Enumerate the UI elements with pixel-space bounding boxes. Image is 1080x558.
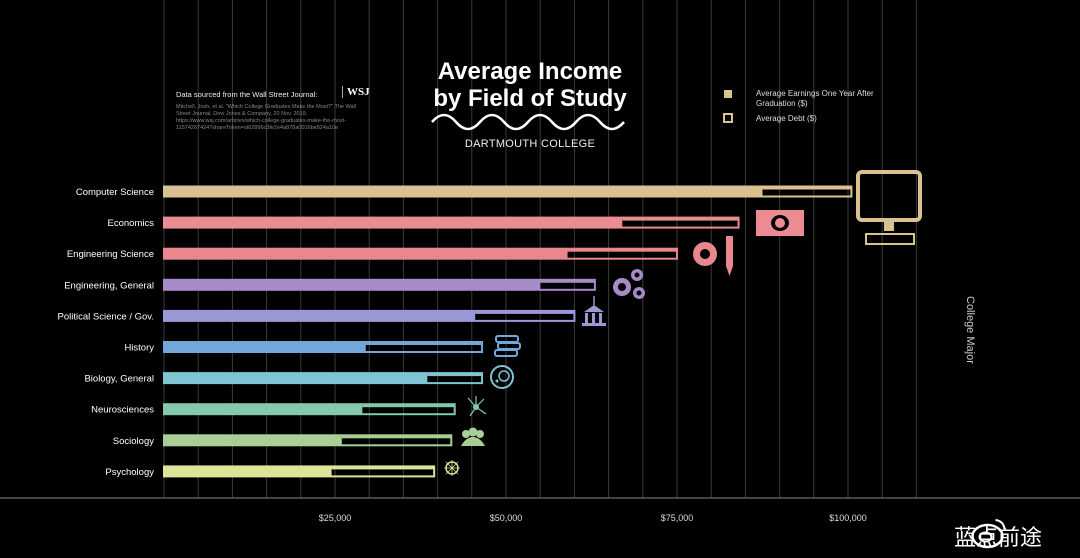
legend-debt-label: Average Debt ($) xyxy=(756,114,817,123)
debt-bar xyxy=(164,373,428,384)
title-line-2: by Field of Study xyxy=(433,85,627,112)
earnings-bar-top xyxy=(341,435,452,439)
earnings-bar-top xyxy=(427,373,483,377)
computer-icon xyxy=(856,170,922,245)
earnings-bar-top xyxy=(362,404,455,408)
weibo-icon xyxy=(971,519,1006,549)
legend-earnings-label: Average Earnings One Year After Graduati… xyxy=(756,89,874,108)
category-label: Sociology xyxy=(113,436,154,447)
wsj-logo: WSJ xyxy=(342,86,370,98)
debt-bar xyxy=(164,310,476,321)
cell-icon xyxy=(490,365,514,389)
category-label: Engineering Science xyxy=(67,249,154,260)
debt-bar xyxy=(164,248,568,259)
debt-bar xyxy=(164,466,332,477)
earnings-bar-top xyxy=(567,248,677,252)
earnings-bar-top xyxy=(540,279,595,283)
x-tick-label: $75,000 xyxy=(661,513,694,523)
neuron-icon xyxy=(467,396,487,417)
field-icons xyxy=(444,170,922,476)
x-tick-label: $25,000 xyxy=(319,513,352,523)
y-axis-label: College Major xyxy=(964,296,976,364)
x-tick-labels: $25,000 $50,000 $75,000 $100,000 xyxy=(319,513,867,523)
debt-bar xyxy=(164,186,763,197)
category-label: Biology, General xyxy=(84,374,154,385)
wave-decoration xyxy=(431,113,625,131)
money-icon xyxy=(756,210,804,236)
category-label: Political Science / Gov. xyxy=(58,311,154,322)
category-label: Economics xyxy=(108,218,155,229)
category-labels: Computer Science Economics Engineering Sci… xyxy=(58,187,155,478)
earnings-bar-top xyxy=(622,217,739,221)
category-label: History xyxy=(124,343,154,354)
source-heading: Data sourced from the Wall Street Journa… xyxy=(176,90,366,99)
source-citation: Mitchell, Josh, et al. "Which College Gr… xyxy=(176,104,356,131)
brain-icon xyxy=(444,460,460,476)
debt-bar xyxy=(164,342,366,352)
title-line-1: Average Income xyxy=(437,58,623,85)
gears-icon xyxy=(613,269,645,299)
earnings-bar-top xyxy=(331,466,435,470)
earnings-bar-top xyxy=(762,186,852,190)
legend-earnings-swatch xyxy=(724,90,732,98)
books-icon xyxy=(494,335,521,357)
gear-pencil-icon xyxy=(693,236,733,276)
watermark-text: 蓝点前途 xyxy=(954,526,1043,551)
capitol-building-icon xyxy=(582,296,606,326)
debt-bar xyxy=(164,217,623,228)
chart-title: Average Income by Field of Study xyxy=(410,58,650,112)
category-label: Computer Science xyxy=(76,187,154,198)
people-icon xyxy=(461,427,485,446)
earnings-bar-top xyxy=(365,342,483,345)
x-tick-label: $100,000 xyxy=(829,513,867,523)
debt-bar xyxy=(164,404,363,415)
x-tick-label: $50,000 xyxy=(490,513,523,523)
debt-bar xyxy=(164,435,342,446)
category-label: Neurosciences xyxy=(91,405,154,416)
bars xyxy=(163,185,853,478)
debt-bar xyxy=(164,279,541,290)
legend-debt-swatch xyxy=(723,113,733,123)
category-label: Psychology xyxy=(105,467,154,478)
category-label: Engineering, General xyxy=(64,280,154,291)
source-heading-text: Data sourced from the Wall Street Journa… xyxy=(176,90,318,99)
subtitle: DARTMOUTH COLLEGE xyxy=(464,138,596,150)
earnings-bar-top xyxy=(475,310,575,314)
